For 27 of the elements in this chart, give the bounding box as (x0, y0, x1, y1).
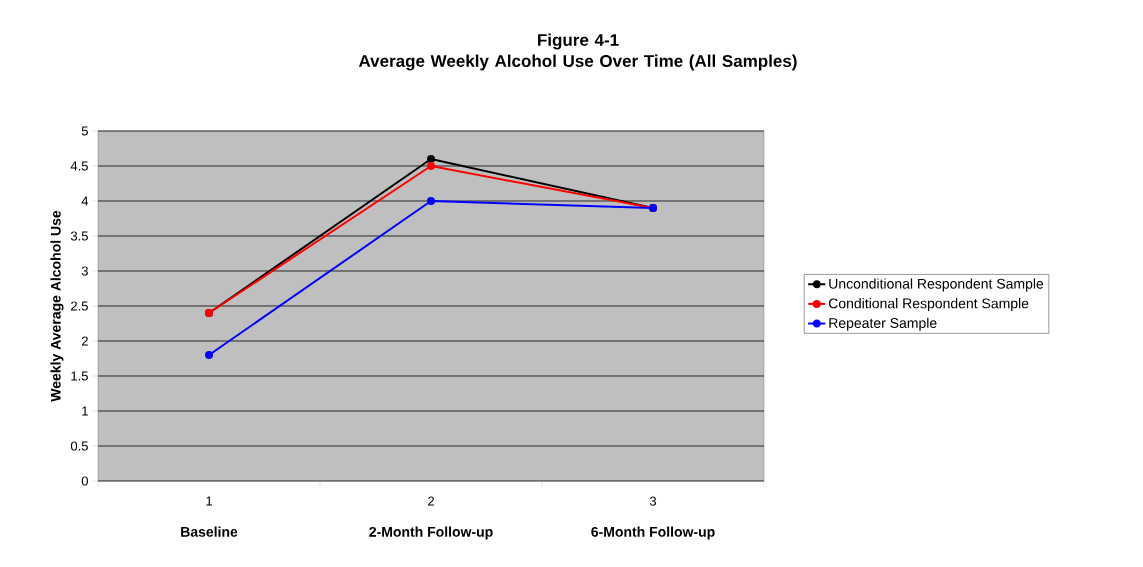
point (427, 196, 436, 205)
chart-title: Figure 4-1 (538, 33, 619, 50)
legend-label: Conditional Respondent Sample (828, 298, 1029, 312)
text: Baseline (181, 526, 238, 537)
x-tick-label: 1 (206, 496, 212, 506)
y-tick-label: 0 (81, 476, 88, 486)
point (427, 154, 436, 163)
text: 6-Month Follow-up (591, 526, 715, 540)
y-tick-label: 1 (82, 406, 88, 416)
x-tick-label: 3 (649, 496, 657, 506)
y-tick-label: 1.5 (71, 371, 88, 381)
y-axis-title: Weekly Average Alcohol Use (50, 210, 64, 402)
point (205, 350, 214, 359)
y-tick-label: 2 (81, 336, 88, 346)
point (427, 161, 436, 170)
x-tick-label: 2 (428, 496, 434, 506)
y-tick-label: 3.5 (70, 231, 88, 241)
legend-label: Unconditional Respondent Sample (829, 278, 1044, 292)
y-tick-label: 3 (81, 266, 88, 276)
y-tick-label: 2.5 (71, 301, 88, 311)
legend-label: Repeater Sample (829, 317, 937, 331)
y-tick-label: 0.5 (70, 441, 88, 451)
y-tick-label: 4.5 (70, 161, 88, 171)
y-tick-label: 5 (81, 126, 88, 136)
text: 2-Month Follow-up (369, 526, 493, 540)
y-tick-label: 4 (81, 196, 89, 206)
chart-subtitle: Average Weekly Alcohol Use Over Time (All Samples) (358, 54, 797, 71)
